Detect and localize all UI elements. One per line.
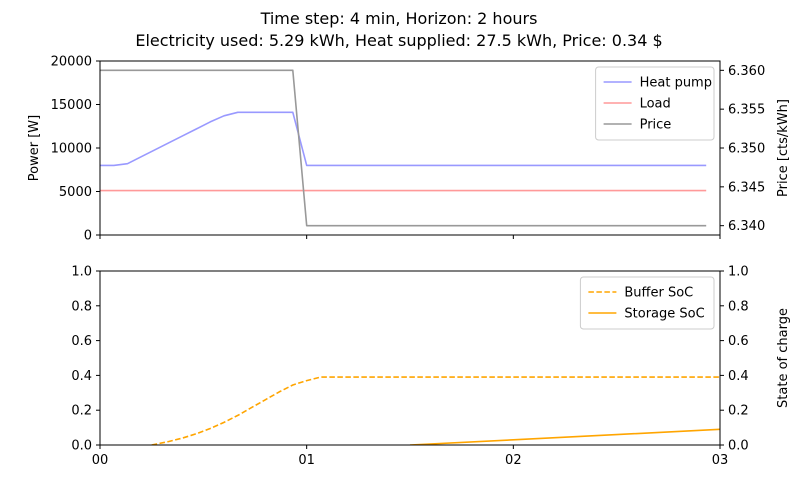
- y-tick-label-right: 0.2: [728, 404, 749, 419]
- y-tick-label-left: 15000: [51, 98, 92, 113]
- chart-panel-top: 0 5000 10000 15000 20000 6.340 6.345 6.350 6.355…: [27, 55, 791, 244]
- y-tick-label-right: 0.4: [728, 369, 749, 384]
- y-tick-label-left: 0.8: [71, 299, 92, 314]
- chart-panel-bottom: 00 01 02 030.00.20.40.60.81.00.00.20.40.60.…: [71, 265, 791, 469]
- x-tick-label: 02: [505, 453, 522, 468]
- legend-label-load: Load: [640, 97, 671, 112]
- y-tick-label-right: 6.360: [728, 64, 765, 79]
- series-line-price: [100, 69, 707, 227]
- y-axis-label-right: Price [cts/kWh]: [776, 99, 791, 197]
- plot-frame: [99, 270, 721, 446]
- y-tick-label-left: 20000: [51, 55, 92, 70]
- legend-label-storage-soc: Storage SoC: [624, 307, 704, 322]
- legend-label-heat-pump: Heat pump: [640, 76, 712, 91]
- legend: Heat pump Load Price: [595, 66, 715, 141]
- y-tick-label-right: 6.350: [728, 142, 765, 157]
- y-tick-label-left: 0.4: [71, 369, 92, 384]
- chart-panels: 0 5000 10000 15000 20000 6.340 6.345 6.350 6.355…: [27, 55, 791, 469]
- y-tick-label-right: 0.8: [728, 299, 749, 314]
- legend-label-price: Price: [640, 118, 672, 133]
- series-line-storage-soc: [409, 428, 720, 445]
- x-tick-label: 03: [712, 453, 729, 468]
- y-tick-label-left: 5000: [59, 185, 92, 200]
- series-line-buffer-soc: [151, 376, 720, 445]
- legend: Buffer SoC Storage SoC: [579, 276, 715, 330]
- chart-title-line2: Electricity used: 5.29 kWh, Heat supplie…: [135, 31, 662, 50]
- chart-title-line1: Time step: 4 min, Horizon: 2 hours: [260, 9, 538, 28]
- y-tick-label-left: 1.0: [71, 265, 92, 280]
- series-group: [100, 69, 707, 227]
- y-tick-label-left: 0.0: [71, 439, 92, 454]
- y-tick-label-right: 0.6: [728, 334, 749, 349]
- y-tick-label-right: 6.355: [728, 103, 765, 118]
- series-line-heat-pump: [100, 111, 707, 167]
- y-tick-label-left: 10000: [51, 142, 92, 157]
- y-tick-label-left: 0.6: [71, 334, 92, 349]
- y-tick-label-right: 6.345: [728, 180, 765, 195]
- x-tick-label: 01: [298, 453, 315, 468]
- y-tick-label-left: 0: [84, 229, 92, 244]
- legend-box: [579, 276, 715, 330]
- legend-label-buffer-soc: Buffer SoC: [624, 286, 693, 301]
- x-tick-label: 00: [92, 453, 109, 468]
- y-tick-label-right: 1.0: [728, 265, 749, 280]
- legend-box: [595, 66, 715, 141]
- series-group: [151, 376, 720, 445]
- y-tick-label-right: 0.0: [728, 439, 749, 454]
- y-axis-label-right: State of charge: [776, 308, 791, 408]
- y-axis-label-left: Power [W]: [27, 115, 42, 181]
- y-tick-label-left: 0.2: [71, 404, 92, 419]
- y-tick-label-right: 6.340: [728, 219, 765, 234]
